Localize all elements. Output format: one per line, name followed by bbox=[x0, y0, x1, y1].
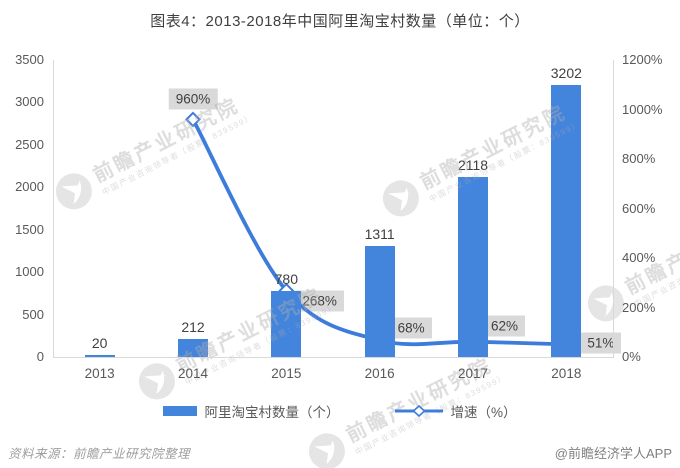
bar-value-label: 780 bbox=[274, 271, 298, 287]
growth-value-label: 68% bbox=[390, 317, 432, 339]
left-axis-tick: 500 bbox=[22, 306, 44, 322]
bar-value-label: 3202 bbox=[550, 65, 582, 81]
left-axis-line bbox=[53, 60, 54, 357]
x-axis-line bbox=[53, 357, 614, 358]
growth-value-label: 62% bbox=[484, 315, 526, 337]
x-axis-label: 2014 bbox=[177, 366, 209, 381]
bar-value-label: 20 bbox=[91, 335, 108, 351]
chart-title: 图表4：2013-2018年中国阿里淘宝村数量（单位：个） bbox=[150, 13, 530, 30]
left-axis-tick: 1500 bbox=[15, 221, 44, 237]
bar-value-label: 1311 bbox=[364, 226, 395, 242]
credit-note: @前瞻经济学人APP bbox=[554, 446, 672, 461]
right-axis-line bbox=[613, 60, 614, 357]
bar-2014 bbox=[178, 339, 208, 357]
x-axis-label: 2018 bbox=[551, 366, 582, 381]
left-axis-tick: 3000 bbox=[15, 94, 44, 110]
x-axis-label: 2013 bbox=[84, 366, 115, 381]
left-axis-tick: 2500 bbox=[15, 136, 44, 152]
line-series-swatch bbox=[395, 404, 444, 418]
left-axis-tick: 1000 bbox=[15, 264, 44, 280]
source-note: 资料来源：前瞻产业研究院整理 bbox=[8, 447, 191, 461]
legend-label-bar-series: 阿里淘宝村数量（个） bbox=[204, 405, 340, 420]
x-axis-label: 2016 bbox=[364, 366, 395, 381]
left-axis-tick: 0 bbox=[36, 349, 44, 364]
legend-item-bar-series: 阿里淘宝村数量（个） bbox=[163, 401, 339, 421]
right-axis-tick: 1200% bbox=[622, 52, 663, 67]
x-axis-label: 2015 bbox=[271, 366, 302, 381]
bar-2017 bbox=[458, 177, 488, 357]
bar-series-swatch bbox=[163, 406, 198, 416]
right-axis-tick: 600% bbox=[622, 200, 656, 216]
bar-2018 bbox=[551, 85, 582, 357]
bar-2016 bbox=[364, 246, 395, 357]
right-axis-tick: 200% bbox=[622, 299, 656, 315]
right-axis-tick: 400% bbox=[622, 250, 656, 265]
legend-item-line-series: 增速（%） bbox=[395, 401, 517, 421]
growth-value-label: 268% bbox=[295, 290, 344, 312]
bar-value-label: 212 bbox=[181, 319, 205, 335]
growth-marker-2014 bbox=[185, 111, 201, 128]
growth-value-label: 51% bbox=[580, 332, 622, 354]
bar-2013 bbox=[84, 355, 115, 357]
legend: 阿里淘宝村数量（个） 增速（%） bbox=[0, 401, 680, 421]
x-axis-label: 2017 bbox=[457, 366, 489, 381]
growth-line bbox=[191, 117, 569, 347]
left-axis-tick: 3500 bbox=[15, 52, 44, 67]
right-axis-tick: 800% bbox=[622, 151, 656, 166]
growth-value-label: 960% bbox=[168, 88, 218, 110]
legend-label-line-series: 增速（%） bbox=[450, 405, 517, 420]
right-axis-tick: 0% bbox=[622, 349, 641, 364]
left-axis-tick: 2000 bbox=[15, 179, 44, 195]
bar-2015 bbox=[271, 291, 302, 357]
bar-value-label: 2118 bbox=[457, 157, 489, 173]
right-axis-tick: 1000% bbox=[622, 101, 663, 117]
